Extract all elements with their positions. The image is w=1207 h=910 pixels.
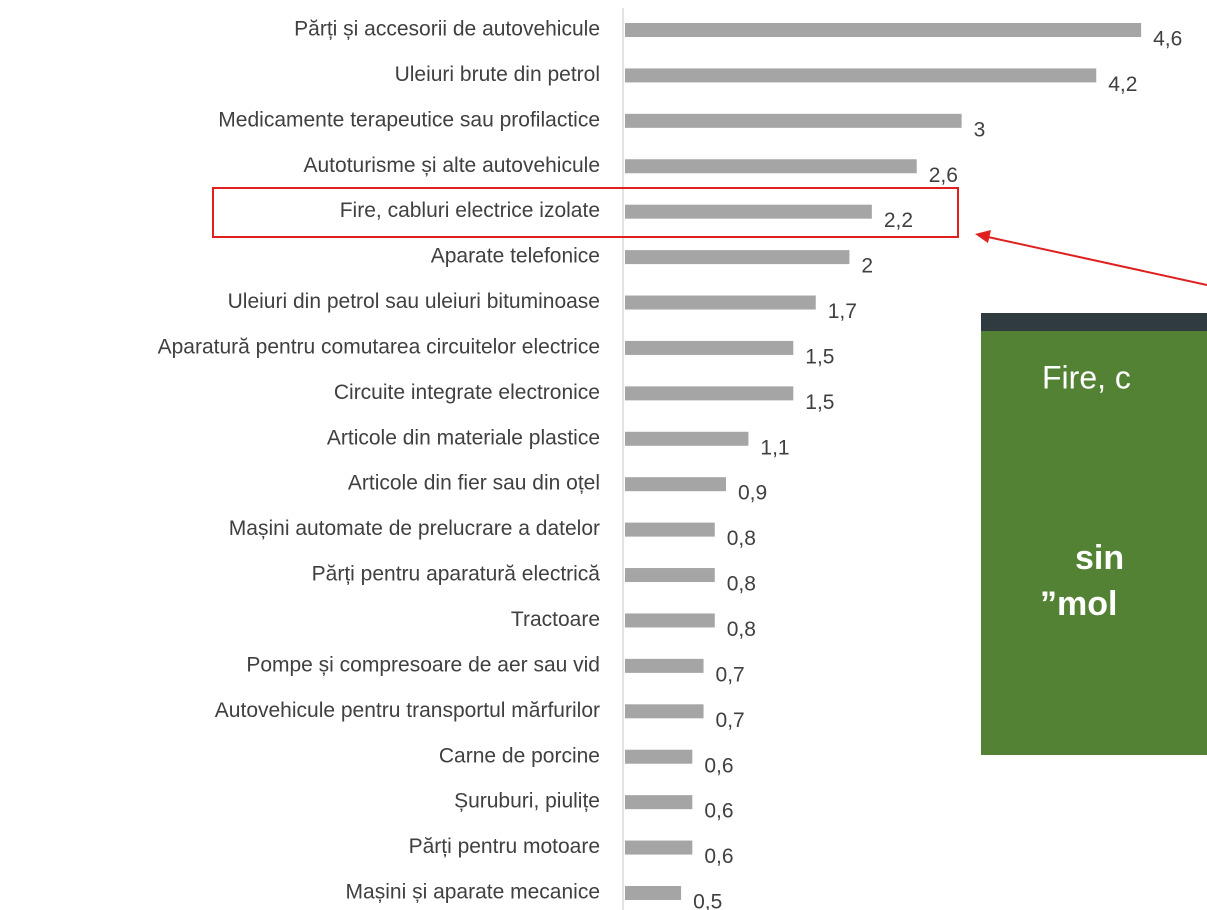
bar bbox=[625, 840, 693, 855]
category-label: Articole din materiale plastice bbox=[327, 426, 600, 449]
category-label: Uleiuri din petrol sau uleiuri bituminoa… bbox=[228, 290, 600, 313]
value-label: 0,8 bbox=[727, 618, 756, 641]
note-text: sin bbox=[1075, 539, 1124, 577]
arrow-head bbox=[975, 230, 991, 243]
value-label: 0,5 bbox=[693, 891, 722, 910]
bar bbox=[625, 68, 1097, 83]
highlight-box bbox=[212, 187, 959, 238]
bar bbox=[625, 568, 715, 583]
bar bbox=[625, 386, 794, 401]
category-label: Șuruburi, piulițe bbox=[454, 790, 600, 813]
category-label: Mașini și aparate mecanice bbox=[346, 881, 600, 904]
value-label: 2,6 bbox=[929, 164, 958, 187]
category-label: Tractoare bbox=[511, 608, 600, 631]
category-label: Circuite integrate electronice bbox=[334, 381, 600, 404]
arrow bbox=[987, 236, 1207, 286]
bar bbox=[625, 795, 693, 810]
note-box-top bbox=[981, 313, 1207, 331]
category-label: Autovehicule pentru transportul mărfuril… bbox=[215, 699, 600, 722]
value-label: 0,6 bbox=[704, 800, 733, 823]
value-label: 0,7 bbox=[716, 709, 745, 732]
value-label: 1,5 bbox=[805, 345, 834, 368]
note-text: ”mol bbox=[1040, 585, 1117, 623]
bar bbox=[625, 250, 850, 265]
category-label: Mașini automate de prelucrare a datelor bbox=[229, 517, 600, 540]
bar bbox=[625, 704, 704, 719]
note-text: Fire, c bbox=[1042, 359, 1131, 395]
value-label: 0,6 bbox=[704, 845, 733, 868]
category-label: Părți pentru motoare bbox=[409, 835, 600, 858]
value-label: 0,9 bbox=[738, 482, 767, 505]
category-label: Pompe și compresoare de aer sau vid bbox=[246, 653, 600, 676]
category-label: Părți și accesorii de autovehicule bbox=[294, 18, 600, 41]
bar bbox=[625, 431, 749, 446]
bar bbox=[625, 749, 693, 764]
category-label: Carne de porcine bbox=[439, 744, 600, 767]
bar bbox=[625, 204, 872, 219]
value-label: 4,6 bbox=[1153, 28, 1182, 51]
bar bbox=[625, 295, 816, 310]
bar bbox=[625, 477, 726, 492]
value-label: 0,7 bbox=[716, 663, 745, 686]
value-label: 1,7 bbox=[828, 300, 857, 323]
value-label: 1,5 bbox=[805, 391, 834, 414]
category-label: Părți pentru aparatură electrică bbox=[312, 563, 601, 586]
bar bbox=[625, 658, 704, 673]
bar bbox=[625, 340, 794, 355]
category-label: Fire, cabluri electrice izolate bbox=[340, 199, 600, 222]
bar bbox=[625, 613, 715, 628]
value-label: 0,8 bbox=[727, 527, 756, 550]
value-label: 3 bbox=[974, 118, 986, 141]
value-label: 2 bbox=[861, 255, 873, 278]
category-label: Uleiuri brute din petrol bbox=[395, 63, 600, 86]
bar bbox=[625, 885, 682, 900]
value-label: 1,1 bbox=[760, 436, 789, 459]
value-label: 4,2 bbox=[1108, 73, 1137, 96]
category-label: Medicamente terapeutice sau profilactice bbox=[218, 108, 600, 131]
value-label: 2,2 bbox=[884, 209, 913, 232]
value-label: 0,8 bbox=[727, 573, 756, 596]
bar bbox=[625, 113, 962, 128]
category-label: Aparatură pentru comutarea circuitelor e… bbox=[158, 335, 600, 358]
category-label: Aparate telefonice bbox=[431, 245, 600, 268]
note-box bbox=[981, 313, 1207, 755]
bar bbox=[625, 159, 917, 174]
category-label: Autoturisme și alte autovehicule bbox=[304, 154, 601, 177]
bar bbox=[625, 23, 1142, 37]
bar bbox=[625, 522, 715, 537]
category-label: Articole din fier sau din oțel bbox=[348, 472, 600, 495]
value-label: 0,6 bbox=[704, 754, 733, 777]
